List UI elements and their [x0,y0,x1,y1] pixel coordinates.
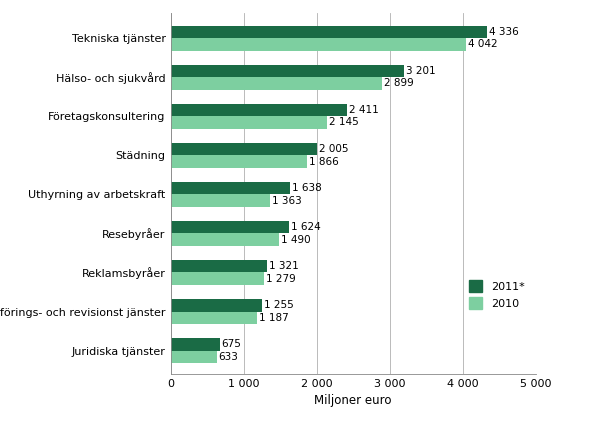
Legend: 2011*, 2010: 2011*, 2010 [463,275,530,314]
Bar [171,38,466,51]
Bar [171,338,220,351]
Bar [171,116,327,129]
Text: 1 321: 1 321 [269,261,298,271]
Bar [171,221,289,233]
Text: 3 201: 3 201 [406,66,436,76]
Bar [171,104,347,116]
Text: 1 624: 1 624 [291,222,321,232]
X-axis label: Miljoner euro: Miljoner euro [314,394,392,408]
Text: 4 042: 4 042 [468,40,498,49]
Text: 675: 675 [222,339,242,349]
Bar [171,233,280,246]
Bar [171,299,262,312]
Text: 1 490: 1 490 [281,235,311,245]
Bar [171,272,264,285]
Text: 2 145: 2 145 [329,117,359,128]
Bar [171,312,257,324]
Bar [171,26,487,38]
Bar [171,155,307,168]
Text: 1 279: 1 279 [266,274,295,284]
Text: 1 363: 1 363 [272,196,301,206]
Text: 633: 633 [219,352,239,362]
Bar [171,351,217,363]
Text: 1 187: 1 187 [259,313,289,323]
Text: 2 005: 2 005 [319,144,348,154]
Text: 1 255: 1 255 [264,300,294,310]
Text: 1 866: 1 866 [309,156,339,167]
Bar [171,143,317,155]
Bar [171,77,382,90]
Bar [171,260,267,272]
Text: 2 899: 2 899 [384,79,414,88]
Bar [171,182,290,194]
Bar [171,194,270,207]
Text: 4 336: 4 336 [489,27,519,37]
Text: 2 411: 2 411 [348,105,378,115]
Text: 1 638: 1 638 [292,183,322,193]
Bar [171,65,404,77]
